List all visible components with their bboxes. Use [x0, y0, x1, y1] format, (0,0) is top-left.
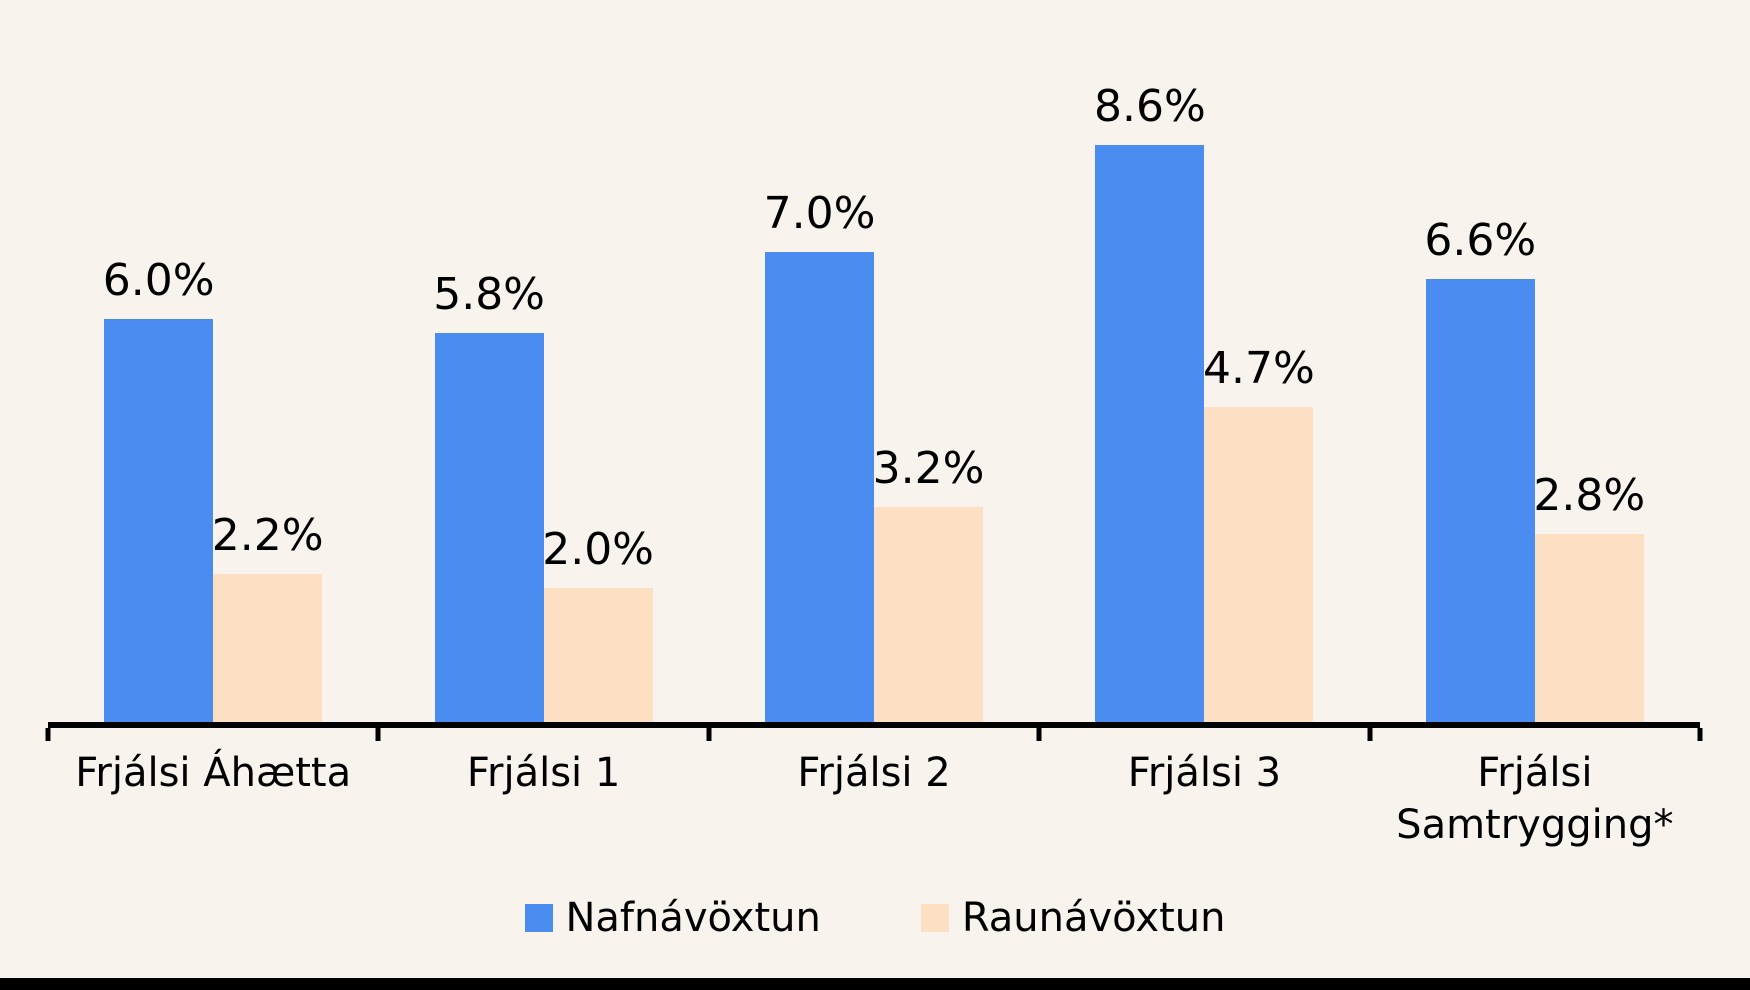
legend-swatch-raunavoxtun	[920, 904, 949, 932]
x-axis-label-frjalsi-1: Frjálsi 1	[466, 750, 621, 796]
value-label-raunavoxtun-frjalsi-2: 3.2%	[872, 443, 985, 494]
bar-nafnavoxtun-frjalsi-samtrygging	[1425, 279, 1535, 722]
bar-wrap-nafnavoxtun-frjalsi-samtrygging: 6.6%	[1424, 219, 1536, 722]
bar-wrap-nafnavoxtun-frjalsi-2: 7.0%	[764, 192, 875, 722]
x-axis-label-frjalsi-samtrygging: Frjálsi Samtrygging*	[1396, 750, 1674, 848]
value-label-nafnavoxtun-frjalsi-2: 7.0%	[763, 188, 876, 239]
legend-label-raunavoxtun: Raunávöxtun	[961, 895, 1226, 941]
bar-raunavoxtun-frjalsi-3	[1204, 407, 1314, 722]
value-label-raunavoxtun-frjalsi-3: 4.7%	[1203, 343, 1315, 394]
x-axis-ticks	[45, 728, 1703, 741]
x-axis-label-frjalsi-2: Frjálsi 2	[797, 750, 951, 796]
legend: Nafnávöxtun Raunávöxtun	[0, 898, 1750, 938]
x-axis-label-frjalsi-ah-tta: Frjálsi Áhætta	[75, 750, 352, 796]
bar-wrap-raunavoxtun-frjalsi-3: 4.7%	[1203, 347, 1315, 722]
value-label-raunavoxtun-frjalsi-samtrygging: 2.8%	[1533, 470, 1646, 521]
value-label-nafnavoxtun-frjalsi-samtrygging: 6.6%	[1424, 215, 1537, 266]
bar-nafnavoxtun-frjalsi-1	[434, 333, 544, 722]
legend-item-nafnavoxtun: Nafnávöxtun	[524, 895, 821, 941]
bar-nafnavoxtun-frjalsi-ah-tta	[104, 319, 214, 722]
bar-wrap-raunavoxtun-frjalsi-2: 3.2%	[873, 447, 984, 722]
bar-raunavoxtun-frjalsi-2	[874, 507, 984, 722]
bar-nafnavoxtun-frjalsi-3	[1095, 145, 1205, 722]
x-axis-tick	[1036, 728, 1042, 741]
value-label-nafnavoxtun-frjalsi-1: 5.8%	[433, 269, 546, 320]
bottom-border	[0, 978, 1750, 990]
value-label-nafnavoxtun-frjalsi-ah-tta: 6.0%	[102, 255, 215, 306]
bar-wrap-raunavoxtun-frjalsi-1: 2.0%	[542, 528, 654, 722]
bar-raunavoxtun-frjalsi-samtrygging	[1534, 534, 1644, 722]
bar-wrap-nafnavoxtun-frjalsi-1: 5.8%	[433, 273, 545, 722]
value-label-nafnavoxtun-frjalsi-3: 8.6%	[1094, 81, 1206, 132]
legend-label-nafnavoxtun: Nafnávöxtun	[565, 895, 821, 941]
category-group-frjalsi-2: 7.0% 3.2%	[709, 0, 1039, 722]
x-axis-label-frjalsi-3: Frjálsi 3	[1127, 750, 1282, 796]
category-group-frjalsi-1: 5.8% 2.0%	[378, 0, 708, 722]
category-group-frjalsi-samtrygging: 6.6% 2.8%	[1370, 0, 1700, 722]
legend-item-raunavoxtun: Raunávöxtun	[920, 895, 1226, 941]
x-axis-tick	[45, 728, 51, 741]
bar-groups: 6.0% 2.2% 5.8% 2.0% 7.0% 3.2% 8.6% 4.7% 6.6% 2.8%	[48, 0, 1700, 722]
legend-swatch-nafnavoxtun	[524, 904, 553, 932]
category-group-frjalsi-ah-tta: 6.0% 2.2%	[48, 0, 378, 722]
x-axis-tick	[375, 728, 381, 741]
x-axis-tick	[706, 728, 712, 741]
bar-wrap-nafnavoxtun-frjalsi-ah-tta: 6.0%	[103, 259, 215, 722]
bar-wrap-raunavoxtun-frjalsi-samtrygging: 2.8%	[1533, 474, 1645, 722]
bar-raunavoxtun-frjalsi-1	[543, 588, 653, 722]
bar-wrap-raunavoxtun-frjalsi-ah-tta: 2.2%	[212, 514, 324, 722]
x-axis-labels: Frjálsi Áhætta Frjálsi 1 Frjálsi 2 Frjálsi …	[48, 747, 1700, 851]
x-axis-tick	[1367, 728, 1373, 741]
x-axis-tick	[1697, 728, 1703, 741]
category-group-frjalsi-3: 8.6% 4.7%	[1039, 0, 1369, 722]
bar-wrap-nafnavoxtun-frjalsi-3: 8.6%	[1094, 85, 1206, 722]
bar-nafnavoxtun-frjalsi-2	[765, 252, 875, 722]
plot-area: 6.0% 2.2% 5.8% 2.0% 7.0% 3.2% 8.6% 4.7% 6.6% 2.8%	[48, 0, 1700, 728]
value-label-raunavoxtun-frjalsi-ah-tta: 2.2%	[211, 510, 324, 561]
bar-raunavoxtun-frjalsi-ah-tta	[213, 574, 323, 722]
value-label-raunavoxtun-frjalsi-1: 2.0%	[542, 524, 655, 575]
